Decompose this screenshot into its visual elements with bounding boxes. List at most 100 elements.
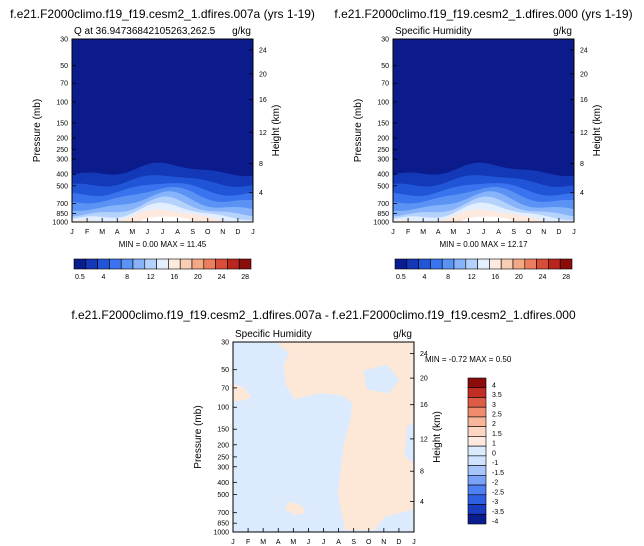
colorbar-cell — [168, 258, 181, 270]
y-tick-label: 400 — [377, 172, 389, 179]
y-right-tick-label: 12 — [259, 130, 267, 137]
x-tick-label: A — [436, 229, 441, 236]
y-tick-label: 70 — [381, 81, 389, 88]
colorbar-cell — [467, 475, 487, 486]
y-tick-label: 30 — [221, 340, 229, 347]
contour-band — [285, 501, 306, 515]
colorbar-cell — [85, 258, 98, 270]
y-tick-label: 700 — [56, 201, 68, 208]
y-tick-label: 200 — [377, 136, 389, 143]
colorbar-label: 20 — [194, 274, 202, 281]
y-right-tick-label: 24 — [259, 47, 267, 54]
colorbar-cell — [203, 258, 216, 270]
colorbar-label: 28 — [562, 274, 570, 281]
colorbar-cell — [406, 258, 419, 270]
y-tick-label: 1000 — [52, 220, 68, 227]
colorbar-cell — [467, 494, 487, 505]
colorbar-cell — [97, 258, 110, 270]
units-label: g/kg — [553, 26, 572, 37]
y-tick-label: 300 — [217, 464, 229, 471]
y-tick-label: 1000 — [213, 530, 229, 537]
y-right-tick-label: 12 — [420, 436, 428, 443]
y-tick-label: 200 — [217, 442, 229, 449]
colorbar-cell — [441, 258, 455, 270]
y-tick-label: 400 — [56, 172, 68, 179]
x-tick-label: A — [276, 539, 281, 546]
y-right-axis-label: Height (km) — [592, 105, 603, 157]
y-tick-label: 200 — [56, 136, 68, 143]
colorbar-cell — [536, 258, 549, 270]
y-right-axis-label: Height (km) — [432, 411, 443, 463]
x-tick-label: D — [556, 229, 561, 236]
x-tick-label: N — [541, 229, 546, 236]
colorbar-label: 4 — [423, 274, 427, 281]
colorbar-cell — [430, 258, 443, 270]
y-tick-label: 70 — [221, 385, 229, 392]
y-tick-label: 400 — [217, 480, 229, 487]
colorbar-cell — [500, 258, 514, 270]
panel-1: f.e21.F2000climo.f19_f19.cesm2_1.dfires.… — [10, 7, 315, 281]
x-tick-label: J — [307, 539, 311, 546]
colorbar-cell — [467, 455, 487, 466]
colorbar-label: 0.5 — [396, 274, 406, 281]
x-tick-label: J — [251, 229, 255, 236]
x-tick-label: S — [511, 229, 516, 236]
x-tick-label: F — [406, 229, 410, 236]
colorbar-cell — [467, 436, 487, 447]
y-tick-label: 300 — [377, 157, 389, 164]
colorbar-cell — [238, 258, 252, 270]
x-tick-label: M — [260, 539, 266, 546]
colorbar-label: -3 — [492, 499, 498, 506]
x-tick-label: J — [70, 229, 74, 236]
colorbar-label: 1 — [492, 441, 496, 448]
y-axis-label: Pressure (mb) — [193, 405, 204, 468]
y-tick-label: 850 — [377, 211, 389, 218]
x-tick-label: A — [336, 539, 341, 546]
y-axis-label: Pressure (mb) — [32, 99, 43, 162]
y-right-tick-label: 8 — [580, 161, 584, 168]
y-tick-label: 500 — [377, 183, 389, 190]
colorbar-label: 4 — [492, 382, 496, 389]
x-tick-label: J — [391, 229, 395, 236]
panel-left-label: Q at 36.94736842105263,262.5 — [74, 26, 216, 37]
y-tick-label: 500 — [56, 183, 68, 190]
colorbar-cell — [120, 258, 134, 270]
panel-title: f.e21.F2000climo.f19_f19.cesm2_1.dfires.… — [334, 7, 632, 21]
colorbar-label: 3.5 — [492, 392, 502, 399]
contour-band — [404, 421, 414, 464]
x-tick-label: O — [366, 539, 372, 546]
colorbar-cell — [394, 258, 408, 270]
x-tick-label: A — [175, 229, 180, 236]
colorbar-label: 3 — [492, 402, 496, 409]
contour-band — [233, 383, 252, 401]
colorbar-label: -2 — [492, 480, 498, 487]
y-tick-label: 300 — [56, 157, 68, 164]
colorbar-label: 2.5 — [492, 412, 502, 419]
y-tick-label: 50 — [60, 63, 68, 70]
x-tick-label: J — [322, 539, 326, 546]
y-right-tick-label: 8 — [259, 161, 263, 168]
colorbar-cell — [512, 258, 526, 270]
y-tick-label: 50 — [221, 367, 229, 374]
x-tick-label: M — [420, 229, 426, 236]
y-right-tick-label: 20 — [259, 71, 267, 78]
colorbar-cell — [73, 258, 87, 270]
x-tick-label: J — [231, 539, 235, 546]
colorbar-cell — [477, 258, 490, 270]
y-tick-label: 700 — [377, 201, 389, 208]
x-tick-label: M — [129, 229, 135, 236]
colorbar-cell — [548, 258, 561, 270]
colorbar-cell — [467, 484, 487, 496]
colorbar-cell — [467, 406, 487, 418]
y-tick-label: 100 — [377, 99, 389, 106]
panel-2: f.e21.F2000climo.f19_f19.cesm2_1.dfires.… — [334, 7, 632, 281]
colorbar-label: 16 — [491, 274, 499, 281]
colorbar-label: 1.5 — [492, 431, 502, 438]
x-tick-label: J — [412, 539, 416, 546]
colorbar-cell — [467, 465, 487, 476]
colorbar-cell — [453, 258, 467, 270]
minmax-label: MIN = 0.00 MAX = 11.45 — [119, 240, 207, 249]
contour-band — [363, 364, 400, 394]
x-tick-label: N — [381, 539, 386, 546]
colorbar-label: -4 — [492, 519, 498, 526]
